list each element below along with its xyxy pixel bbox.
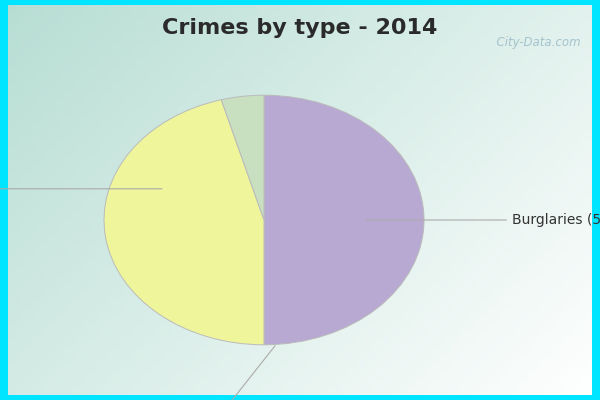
Text: City-Data.com: City-Data.com <box>488 36 580 50</box>
Wedge shape <box>104 100 264 345</box>
Text: Auto thefts (4.3%): Auto thefts (4.3%) <box>152 346 280 400</box>
Wedge shape <box>264 95 424 345</box>
Text: Burglaries (50.0%): Burglaries (50.0%) <box>366 213 600 227</box>
Text: Thefts (45.7%): Thefts (45.7%) <box>0 182 162 196</box>
Wedge shape <box>221 95 264 220</box>
Text: Crimes by type - 2014: Crimes by type - 2014 <box>163 18 437 38</box>
